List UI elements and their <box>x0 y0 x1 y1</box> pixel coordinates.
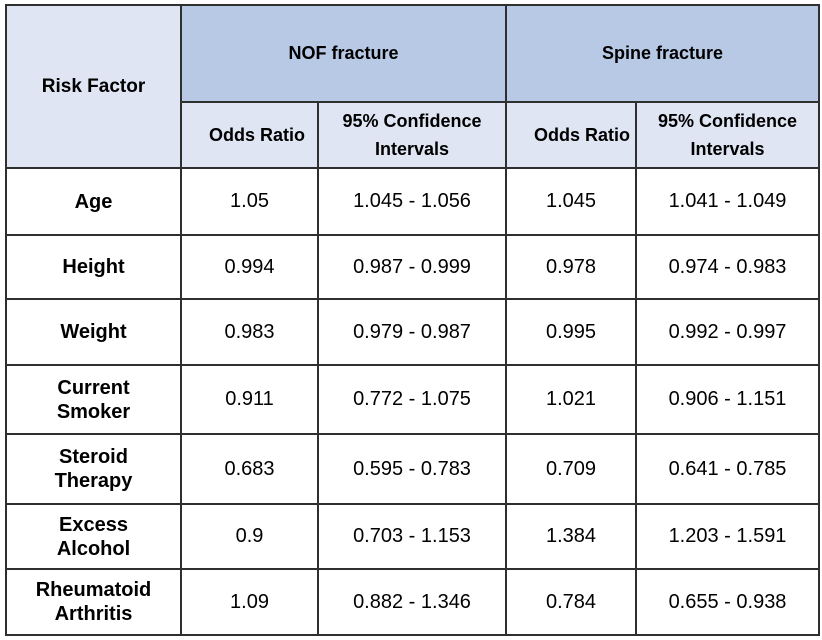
sub-header-text: Odds Ratio <box>208 125 305 145</box>
row-label: Height <box>62 256 125 278</box>
value-cell: 0.9 <box>180 503 319 570</box>
group-header: Spine fracture <box>504 4 821 103</box>
value-cell: 1.045 - 1.056 <box>317 167 507 236</box>
value-cell: 0.784 <box>505 568 637 636</box>
row-label: Steroid Therapy <box>54 446 133 492</box>
value-cell: 0.709 <box>505 433 637 505</box>
row-label: Current Smoker <box>56 376 131 423</box>
sub-header: 95% Confidence Intervals <box>634 101 821 169</box>
value-cell: 0.703 - 1.153 <box>317 503 507 570</box>
table-row: Age 1.05 1.045 - 1.056 1.045 1.041 - 1.049 <box>5 167 821 236</box>
value-cell: 1.045 <box>505 167 637 236</box>
row-label: Weight <box>60 321 127 343</box>
value-cell: 0.882 - 1.346 <box>317 568 507 636</box>
value-cell: 0.772 - 1.075 <box>317 364 507 435</box>
row-label-cell: Weight <box>5 298 182 366</box>
value-cell: 1.384 <box>505 503 637 570</box>
value-cell: 0.683 <box>180 433 319 505</box>
table-row: Weight 0.983 0.979 - 0.987 0.995 0.992 - 0.9… <box>5 298 821 366</box>
table-row: Rheumatoid Arthritis 1.09 0.882 - 1.346 0.7… <box>5 568 821 636</box>
value-cell: 0.911 <box>180 364 319 435</box>
row-label-cell: Age <box>5 167 182 236</box>
value-cell: 0.655 - 0.938 <box>634 568 821 636</box>
group-header: NOF fracture <box>180 4 507 103</box>
value-cell: 1.09 <box>180 568 319 636</box>
value-cell: 1.041 - 1.049 <box>634 167 821 236</box>
value-cell: 0.992 - 0.997 <box>634 298 821 366</box>
table-row: Current Smoker 0.911 0.772 - 1.075 1.021 0.9… <box>5 364 821 435</box>
table-body: Age 1.05 1.045 - 1.056 1.045 1.041 - 1.049 He… <box>5 167 821 636</box>
value-cell: 0.979 - 0.987 <box>317 298 507 366</box>
row-label-cell: Height <box>5 234 182 300</box>
value-cell: 0.641 - 0.785 <box>634 433 821 505</box>
sub-header-text: Odds Ratio <box>533 125 630 145</box>
value-cell: 0.978 <box>505 234 637 300</box>
sub-header: Odds Ratio <box>180 101 319 169</box>
value-cell: 1.203 - 1.591 <box>634 503 821 570</box>
row-label: Excess Alcohol <box>56 513 131 560</box>
row-label-cell: Rheumatoid Arthritis <box>5 568 182 636</box>
table-row: Excess Alcohol 0.9 0.703 - 1.153 1.384 1.203… <box>5 503 821 570</box>
header-cell: Risk Factor <box>5 4 182 169</box>
value-cell: 0.595 - 0.783 <box>317 433 507 505</box>
sub-header: 95% Confidence Intervals <box>317 101 507 169</box>
sub-header: Odds Ratio <box>505 101 637 169</box>
row-label-cell: Excess Alcohol <box>5 503 182 570</box>
value-cell: 0.994 <box>180 234 319 300</box>
row-label-cell: Steroid Therapy <box>5 433 182 505</box>
sub-header-text: 95% Confidence Intervals <box>342 111 482 159</box>
row-label: Age <box>74 190 113 213</box>
risk-table: Risk Factor NOF fracture Spine fracture … <box>5 4 821 636</box>
value-cell: 1.021 <box>505 364 637 435</box>
sub-header-text: 95% Confidence Intervals <box>657 111 798 159</box>
value-cell: 0.987 - 0.999 <box>317 234 507 300</box>
table-row: Height 0.994 0.987 - 0.999 0.978 0.974 - 0.9… <box>5 234 821 300</box>
table-row: Steroid Therapy 0.683 0.595 - 0.783 0.709 0.… <box>5 433 821 505</box>
value-cell: 0.983 <box>180 298 319 366</box>
value-cell: 0.995 <box>505 298 637 366</box>
value-cell: 0.974 - 0.983 <box>634 234 821 300</box>
row-label: Rheumatoid Arthritis <box>35 579 152 625</box>
row-label-cell: Current Smoker <box>5 364 182 435</box>
value-cell: 1.05 <box>180 167 319 236</box>
value-cell: 0.906 - 1.151 <box>634 364 821 435</box>
